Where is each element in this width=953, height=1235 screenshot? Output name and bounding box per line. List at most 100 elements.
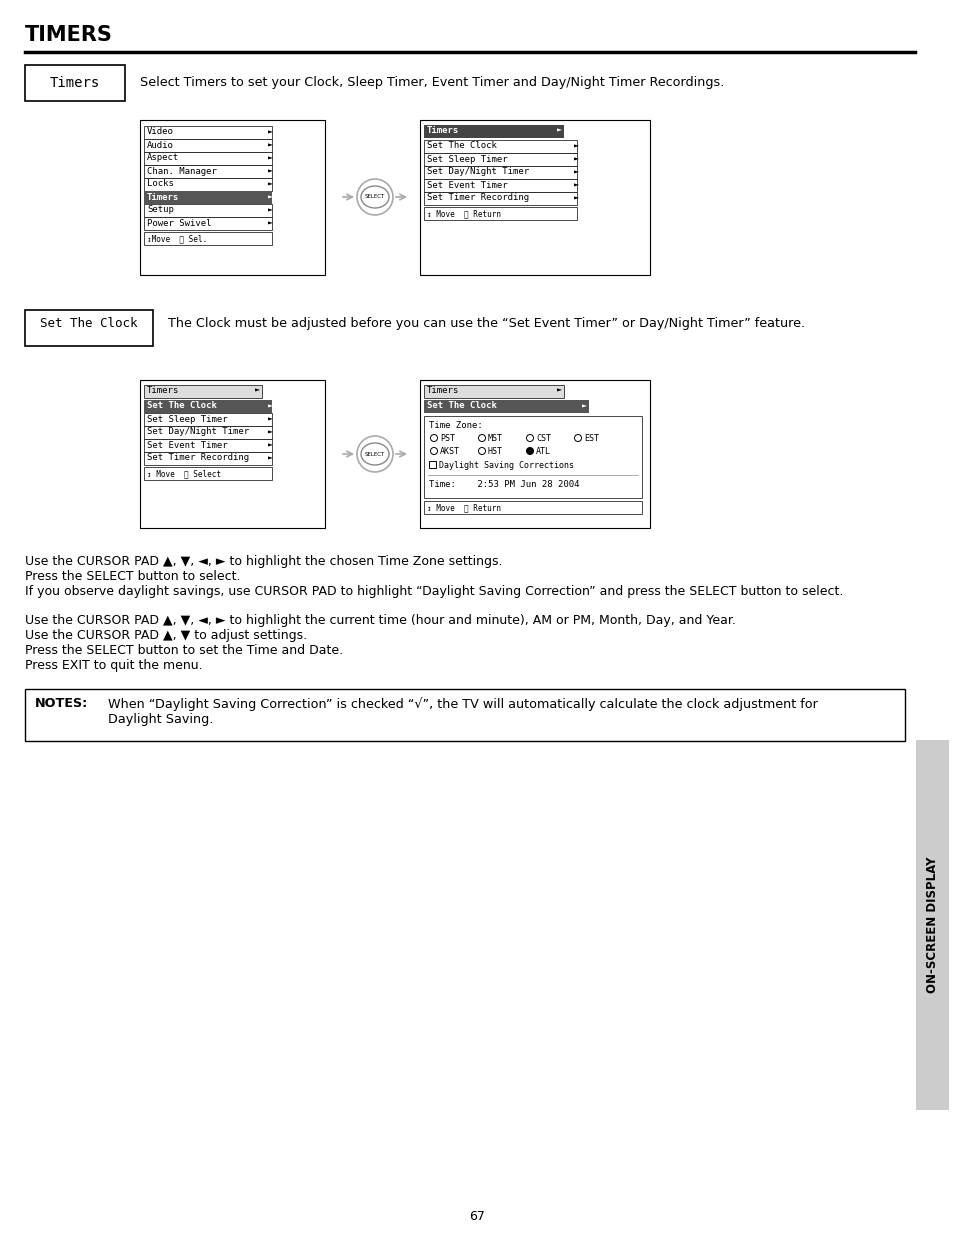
Bar: [423, 501, 641, 514]
Text: ↕ Move  Ⓢ Return: ↕ Move Ⓢ Return: [427, 209, 500, 219]
Bar: [423, 140, 577, 153]
Text: Set The Clock: Set The Clock: [427, 401, 497, 410]
Bar: [144, 191, 272, 204]
Bar: [423, 400, 588, 412]
Text: ►: ►: [574, 142, 578, 151]
Bar: [144, 452, 272, 466]
Text: Set Day/Night Timer: Set Day/Night Timer: [427, 168, 529, 177]
Text: CST: CST: [536, 433, 551, 443]
Bar: [144, 385, 262, 398]
Circle shape: [478, 435, 485, 441]
Text: EST: EST: [583, 433, 598, 443]
Text: Setup: Setup: [147, 205, 173, 215]
Text: ►: ►: [268, 153, 273, 163]
Text: ►: ►: [268, 127, 273, 137]
Text: Use the CURSOR PAD ▲, ▼, ◄, ► to highlight the chosen Time Zone settings.: Use the CURSOR PAD ▲, ▼, ◄, ► to highlig…: [25, 555, 502, 568]
Circle shape: [478, 447, 485, 454]
Bar: [423, 191, 577, 205]
Bar: [915, 740, 948, 1110]
Text: ►: ►: [574, 180, 578, 189]
Bar: [423, 179, 577, 191]
Text: ►: ►: [268, 401, 273, 410]
Text: Set Sleep Timer: Set Sleep Timer: [427, 154, 507, 163]
Text: ►: ►: [574, 168, 578, 177]
Bar: [144, 178, 272, 191]
Text: Audio: Audio: [147, 141, 173, 149]
Circle shape: [526, 447, 533, 454]
Text: Time Zone:: Time Zone:: [429, 421, 482, 430]
Text: ►: ►: [574, 154, 578, 163]
Text: If you observe daylight savings, use CURSOR PAD to highlight “Daylight Saving Co: If you observe daylight savings, use CUR…: [25, 585, 842, 598]
Bar: [419, 380, 649, 529]
Text: Use the CURSOR PAD ▲, ▼ to adjust settings.: Use the CURSOR PAD ▲, ▼ to adjust settin…: [25, 629, 307, 642]
Text: Set Timer Recording: Set Timer Recording: [147, 453, 249, 462]
Text: Daylight Saving Corrections: Daylight Saving Corrections: [438, 461, 574, 471]
Bar: [25, 310, 152, 346]
Text: SELECT: SELECT: [364, 452, 385, 457]
Bar: [429, 461, 436, 468]
Text: ►: ►: [268, 427, 273, 436]
Text: TIMERS: TIMERS: [25, 25, 112, 44]
Bar: [423, 165, 577, 179]
Circle shape: [430, 435, 437, 441]
Text: NOTES:: NOTES:: [35, 697, 89, 710]
Bar: [423, 416, 641, 498]
Text: Set Event Timer: Set Event Timer: [427, 180, 507, 189]
Bar: [144, 467, 272, 480]
Text: Press EXIT to quit the menu.: Press EXIT to quit the menu.: [25, 659, 202, 672]
Text: Set Timer Recording: Set Timer Recording: [427, 194, 529, 203]
Bar: [423, 125, 563, 138]
Text: Daylight Saving.: Daylight Saving.: [108, 713, 213, 726]
Bar: [144, 204, 272, 217]
Text: Timers: Timers: [427, 126, 458, 135]
Text: Set The Clock: Set The Clock: [40, 317, 137, 330]
Text: ON-SCREEN DISPLAY: ON-SCREEN DISPLAY: [925, 857, 938, 993]
Text: Video: Video: [147, 127, 173, 137]
Text: ATL: ATL: [536, 447, 551, 456]
Text: ►: ►: [268, 141, 273, 149]
Text: Power Swivel: Power Swivel: [147, 219, 212, 227]
Bar: [423, 385, 563, 398]
Text: Timers: Timers: [147, 193, 179, 201]
Bar: [144, 232, 272, 245]
Bar: [25, 689, 904, 741]
Text: ►: ►: [268, 415, 273, 424]
Text: ↕Move  Ⓢ Sel.: ↕Move Ⓢ Sel.: [147, 233, 207, 243]
Bar: [144, 438, 272, 452]
Text: Chan. Manager: Chan. Manager: [147, 167, 216, 175]
Text: ↕ Move  Ⓢ Select: ↕ Move Ⓢ Select: [147, 469, 221, 478]
Circle shape: [430, 447, 437, 454]
Circle shape: [526, 435, 533, 441]
Bar: [144, 140, 272, 152]
Text: ►: ►: [268, 167, 273, 175]
Text: Set The Clock: Set The Clock: [427, 142, 497, 151]
Text: The Clock must be adjusted before you can use the “Set Event Timer” or Day/Night: The Clock must be adjusted before you ca…: [168, 317, 804, 330]
Text: ►: ►: [574, 194, 578, 203]
Text: ►: ►: [268, 205, 273, 215]
Text: Timers: Timers: [427, 387, 458, 395]
Ellipse shape: [360, 186, 389, 207]
Text: Press the SELECT button to select.: Press the SELECT button to select.: [25, 571, 240, 583]
Text: ►: ►: [557, 387, 561, 395]
Bar: [144, 412, 272, 426]
Text: Set Sleep Timer: Set Sleep Timer: [147, 415, 228, 424]
Text: Set Event Timer: Set Event Timer: [147, 441, 228, 450]
Text: SELECT: SELECT: [364, 194, 385, 200]
Bar: [140, 120, 325, 275]
Text: When “Daylight Saving Correction” is checked “√”, the TV will automatically calc: When “Daylight Saving Correction” is che…: [108, 697, 817, 710]
Bar: [144, 126, 272, 140]
Bar: [144, 217, 272, 230]
Ellipse shape: [360, 443, 389, 466]
Text: ►: ►: [254, 387, 260, 395]
Text: 67: 67: [469, 1210, 484, 1223]
Text: Set The Clock: Set The Clock: [147, 401, 216, 410]
Text: ►: ►: [581, 401, 586, 410]
Bar: [423, 153, 577, 165]
Bar: [419, 120, 649, 275]
Text: PST: PST: [439, 433, 455, 443]
Text: AKST: AKST: [439, 447, 459, 456]
Text: Time:    2:53 PM Jun 28 2004: Time: 2:53 PM Jun 28 2004: [429, 480, 578, 489]
Text: ►: ►: [268, 441, 273, 450]
Text: ↕ Move  Ⓢ Return: ↕ Move Ⓢ Return: [427, 503, 500, 513]
Text: Use the CURSOR PAD ▲, ▼, ◄, ► to highlight the current time (hour and minute), A: Use the CURSOR PAD ▲, ▼, ◄, ► to highlig…: [25, 614, 735, 627]
